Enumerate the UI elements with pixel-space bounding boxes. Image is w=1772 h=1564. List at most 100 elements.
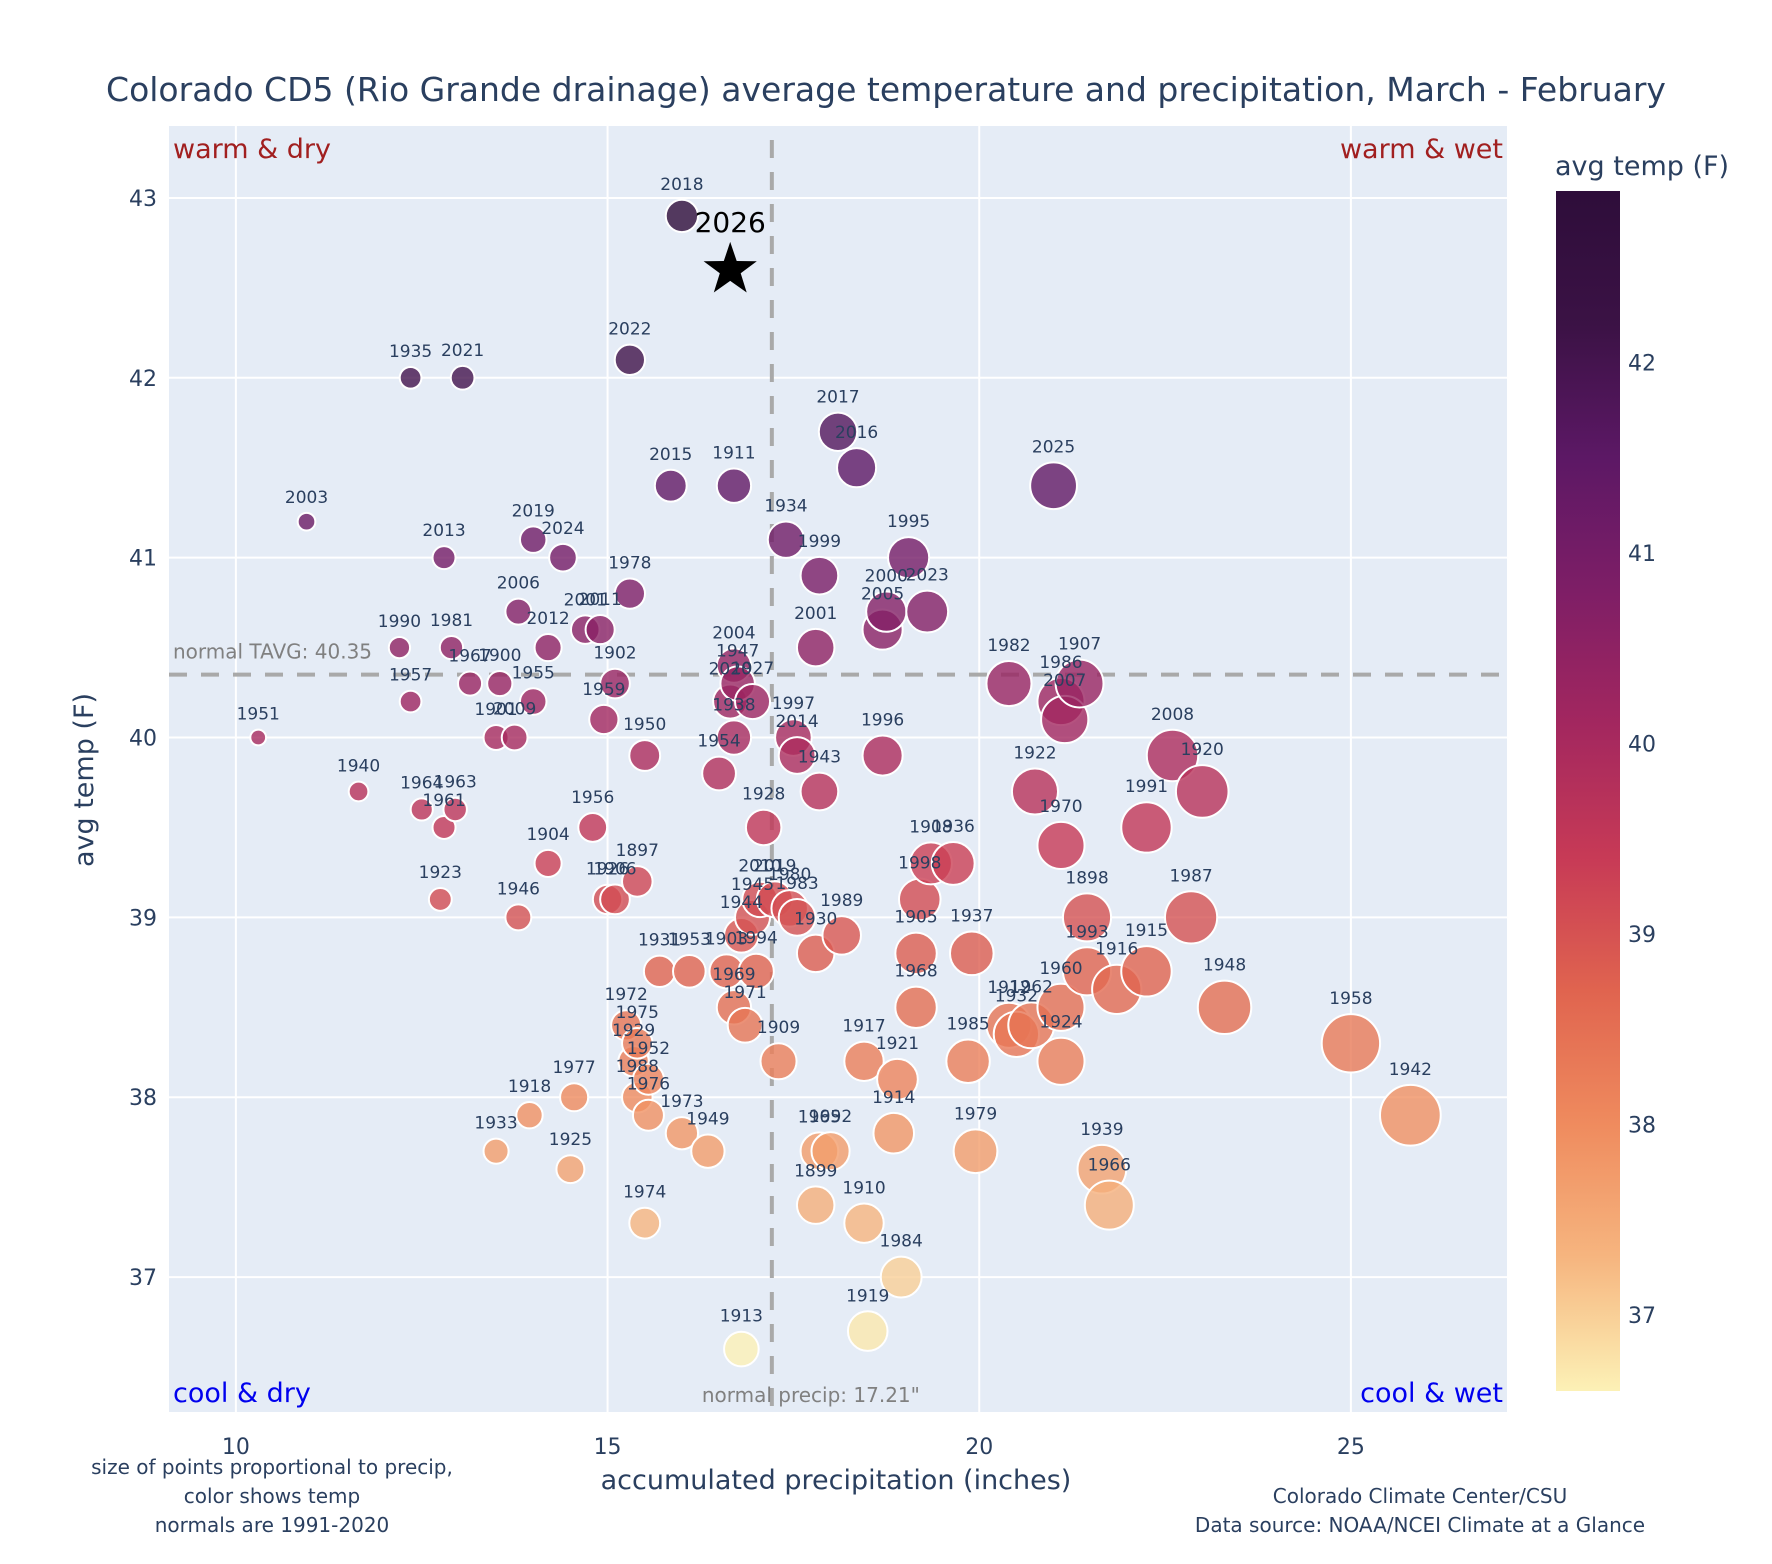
data-point-label: 1965 [798, 1107, 841, 1127]
data-point [723, 1330, 760, 1368]
data-point-label: 1968 [894, 962, 937, 982]
quadrant-labels: warm & dry warm & wet cool & dry cool & … [173, 134, 1503, 1409]
data-point-label: 1924 [1039, 1013, 1082, 1033]
data-point-label: 1980 [768, 865, 811, 885]
chart-title: Colorado CD5 (Rio Grande drainage) avera… [106, 70, 1666, 109]
data-point [504, 597, 533, 626]
data-point [387, 635, 412, 660]
data-point-label: 2014 [775, 712, 818, 732]
data-point-label: 1933 [474, 1114, 517, 1134]
star-icon [703, 241, 757, 293]
y-tick-label: 42 [129, 367, 157, 392]
data-point-label: 1902 [593, 644, 636, 664]
data-point-label: 2021 [441, 341, 484, 361]
data-point-label: 1991 [1125, 777, 1168, 797]
data-point-label: 1988 [616, 1057, 659, 1077]
data-point-label: 1959 [582, 680, 625, 700]
note-line: color shows temp [184, 1484, 360, 1508]
data-point-label: 1971 [723, 983, 766, 1003]
data-point [879, 1255, 923, 1299]
data-point-label: 1920 [1181, 740, 1224, 760]
credit-line: Data source: NOAA/NCEI Climate at a Glan… [1195, 1513, 1645, 1537]
y-axis-title: avg temp (F) [69, 693, 100, 867]
data-point-label: 1907 [1058, 635, 1101, 655]
data-point-label: 1944 [720, 893, 763, 913]
y-tick-label: 43 [129, 187, 157, 212]
data-point-label: 1943 [798, 748, 841, 768]
data-point [631, 1098, 665, 1132]
data-point [985, 660, 1033, 708]
data-point [431, 545, 457, 571]
data-point [631, 1062, 665, 1096]
normal-tavg-label: normal TAVG: 40.35 [173, 640, 372, 664]
data-point-label: 1923 [419, 863, 462, 883]
data-point [1010, 767, 1060, 816]
data-point-label: 1979 [954, 1104, 997, 1124]
data-point [533, 848, 563, 878]
data-point [726, 1006, 764, 1044]
data-point-label: 2011 [579, 590, 622, 610]
data-point-label: 1966 [1088, 1156, 1131, 1176]
y-axis-ticks: 37 38 39 40 41 42 43 [129, 187, 157, 1291]
data-point-label: 2005 [861, 585, 904, 605]
data-point-label: 1917 [842, 1017, 885, 1037]
data-point [599, 667, 631, 700]
data-point [930, 840, 976, 886]
data-point [795, 627, 836, 668]
data-point-label: 1926 [586, 860, 629, 880]
data-point-label: 1984 [880, 1232, 923, 1252]
data-point [799, 771, 840, 812]
data-point-label: 1963 [434, 773, 477, 793]
note-left: size of points proportional to precip, co… [91, 1455, 453, 1537]
data-point [690, 1133, 726, 1169]
data-point-label: 1962 [1010, 977, 1053, 997]
data-point-label: 1953 [668, 930, 711, 950]
data-point [799, 555, 840, 596]
x-axis-ticks: 10 15 20 25 [222, 1435, 1365, 1460]
data-point [861, 734, 904, 777]
data-point [810, 1131, 851, 1172]
data-point-label: 1931 [638, 931, 681, 951]
data-point [500, 723, 529, 752]
data-point-label: 1945 [731, 875, 774, 895]
data-point [887, 536, 931, 580]
colorbar-tick-label: 39 [1628, 923, 1656, 948]
data-point-label: 2003 [285, 488, 328, 508]
data-point-label: 2020 [709, 659, 752, 679]
data-point-label: 2007 [1043, 671, 1086, 691]
data-point-label: 2025 [1032, 437, 1075, 457]
data-point [642, 954, 677, 989]
data-point [588, 703, 620, 736]
data-point [846, 1310, 889, 1352]
data-point-label: 2012 [526, 609, 569, 629]
data-point-label: 1919 [846, 1286, 889, 1306]
data-point-label: 2006 [497, 574, 540, 594]
highlight-label: 2026 [695, 206, 766, 239]
data-point [715, 719, 753, 756]
data-point-label: 1910 [842, 1178, 885, 1198]
data-point-label: 2018 [660, 175, 703, 195]
data-point-label: 1997 [772, 694, 815, 714]
data-point [948, 930, 995, 977]
data-point-label: 2017 [816, 388, 859, 408]
x-tick-label: 25 [1337, 1435, 1365, 1460]
data-point [548, 542, 578, 573]
data-point-label: 2023 [906, 566, 949, 586]
data-point-label: 2001 [794, 604, 837, 624]
colorbar-title: avg temp (F) [1555, 151, 1729, 182]
data-point-label: 1978 [608, 554, 651, 574]
highlight-2026: 2026 [695, 206, 766, 293]
data-point [555, 1154, 586, 1185]
data-point-label: 1986 [1039, 653, 1082, 673]
data-point-label: 1906 [593, 860, 636, 880]
data-point-label: 1970 [1039, 797, 1082, 817]
data-point [1379, 1083, 1442, 1147]
data-point [296, 511, 317, 532]
data-point-label: 1950 [623, 715, 666, 735]
data-point [584, 614, 616, 646]
data-point [628, 1206, 662, 1240]
data-point [518, 687, 548, 716]
data-point-label: 2000 [865, 566, 908, 586]
data-point-label: 1969 [712, 965, 755, 985]
data-point [821, 915, 862, 956]
